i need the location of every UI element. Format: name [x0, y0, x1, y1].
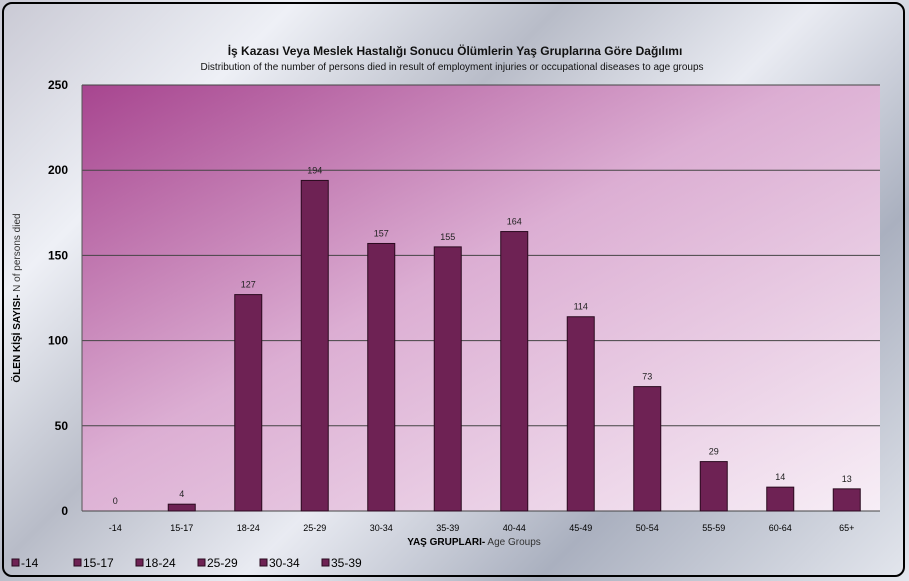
bar — [832, 488, 861, 512]
data-label: 14 — [775, 472, 785, 482]
x-tick-label: 55-59 — [702, 523, 725, 533]
y-tick-labels: 0 50 100 150 200 250 — [48, 78, 68, 518]
bar — [234, 294, 263, 512]
data-label: 114 — [574, 302, 588, 312]
legend-label: 15-17 — [83, 556, 114, 570]
x-axis-label: YAŞ GRUPLARI- Age Groups — [407, 537, 541, 548]
chart-subtitle: Distribution of the number of persons di… — [200, 62, 703, 73]
x-tick-label: 15-17 — [170, 523, 193, 533]
x-tick-label: 30-34 — [370, 523, 393, 533]
y-tick-label: 150 — [48, 248, 68, 262]
data-label: 0 — [113, 496, 118, 506]
data-label: 127 — [241, 280, 256, 290]
bar — [367, 242, 396, 512]
y-tick-label: 50 — [55, 419, 69, 433]
x-axis-label-main: YAŞ GRUPLARI- — [407, 537, 485, 548]
bars — [167, 179, 861, 512]
legend-swatch — [135, 558, 144, 567]
y-tick-label: 0 — [61, 504, 68, 518]
legend-swatch — [321, 558, 330, 567]
x-tick-labels: -14 15-17 18-24 25-29 30-34 35-39 40-44 45-49 50… — [109, 523, 855, 533]
y-tick-label: 100 — [48, 334, 68, 348]
bar — [766, 486, 795, 512]
bar — [300, 179, 329, 512]
x-tick-label: -14 — [109, 523, 122, 533]
legend: -14 15-17 18-24 25-29 30-34 35-39 — [11, 556, 362, 570]
y-axis-label-main: ÖLEN KİŞİ SAYISI- — [10, 295, 23, 383]
bar — [566, 316, 595, 512]
legend-label: 35-39 — [331, 556, 362, 570]
legend-label: 25-29 — [207, 556, 238, 570]
data-label: 73 — [642, 372, 652, 382]
x-axis-label-en: Age Groups — [485, 537, 541, 548]
y-axis-label: ÖLEN KİŞİ SAYISI- N of persons died — [10, 213, 23, 382]
legend-label: 30-34 — [269, 556, 300, 570]
legend-swatch — [197, 558, 206, 567]
bar — [167, 503, 196, 512]
y-axis-label-en: N of persons died — [12, 213, 23, 294]
x-tick-label: 18-24 — [237, 523, 260, 533]
data-label: 29 — [709, 447, 719, 457]
legend-swatch — [73, 558, 82, 567]
x-tick-label: 25-29 — [303, 523, 326, 533]
legend-swatch — [259, 558, 268, 567]
x-tick-label: 60-64 — [769, 523, 792, 533]
x-tick-label: 35-39 — [436, 523, 459, 533]
legend-swatch — [11, 558, 20, 567]
data-label: 194 — [307, 165, 322, 175]
bar — [633, 386, 662, 512]
data-label: 4 — [179, 489, 184, 499]
y-tick-label: 250 — [48, 78, 68, 92]
x-tick-label: 45-49 — [569, 523, 592, 533]
data-label: 164 — [507, 217, 522, 227]
x-tick-label: 40-44 — [503, 523, 526, 533]
data-labels: 0 4 127 194 157 155 164 114 73 29 14 13 — [113, 165, 852, 506]
data-label: 155 — [440, 232, 455, 242]
data-label: 13 — [842, 474, 852, 484]
bar — [433, 246, 462, 512]
bar — [500, 231, 529, 512]
x-tick-label: 65+ — [839, 523, 854, 533]
data-label: 157 — [374, 228, 389, 238]
bar — [699, 461, 728, 512]
chart-title: İş Kazası Veya Meslek Hastalığı Sonucu Ö… — [228, 43, 683, 58]
legend-label: -14 — [21, 556, 39, 570]
gridlines — [81, 84, 880, 512]
y-tick-label: 200 — [48, 163, 68, 177]
x-tick-label: 50-54 — [636, 523, 659, 533]
plot-area — [82, 85, 880, 511]
legend-label: 18-24 — [145, 556, 176, 570]
